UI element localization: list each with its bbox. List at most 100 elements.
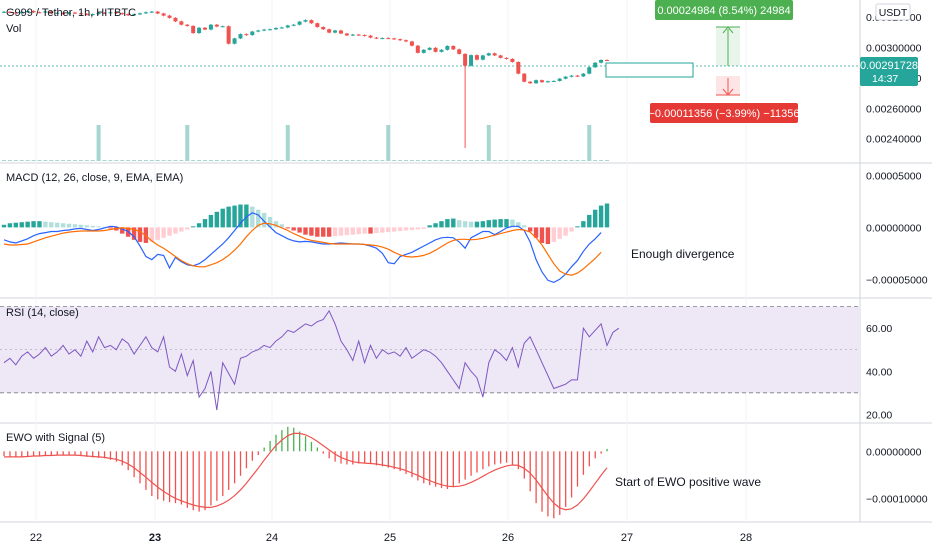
candle bbox=[297, 20, 302, 26]
last-price-value: 0.00291728 bbox=[860, 60, 918, 72]
target-arrow-icon bbox=[722, 26, 734, 34]
ewo-bar bbox=[535, 451, 537, 504]
ewo-bar bbox=[263, 447, 265, 452]
time-tick: 22 bbox=[30, 532, 42, 544]
candle bbox=[486, 52, 491, 57]
volume-bar bbox=[226, 160, 231, 161]
volume-bar bbox=[78, 160, 83, 161]
macd-bar bbox=[510, 219, 515, 228]
macd-bar bbox=[196, 223, 202, 228]
volume-bar bbox=[96, 160, 101, 161]
volume-bar bbox=[368, 160, 373, 161]
ewo-pane[interactable]: EWO with Signal (5) Start of EWO positiv… bbox=[3, 426, 761, 519]
ewo-bar bbox=[570, 451, 573, 498]
candle bbox=[439, 49, 444, 53]
ewo-bar bbox=[298, 431, 301, 452]
price-axis[interactable]: 0.003200000.003000000.002800000.00260000… bbox=[866, 12, 928, 505]
candle bbox=[605, 59, 609, 61]
volume-bar bbox=[415, 160, 420, 161]
candle bbox=[250, 30, 255, 36]
ewo-bar bbox=[393, 451, 395, 470]
candle bbox=[273, 27, 278, 30]
ewo-bar bbox=[476, 451, 478, 473]
macd-bar bbox=[155, 227, 160, 240]
macd-bar bbox=[250, 206, 255, 228]
volume-bar bbox=[469, 160, 474, 161]
time-axis[interactable]: 22 23 24 25 26 27 28 bbox=[30, 532, 752, 544]
macd-bar bbox=[279, 224, 285, 228]
candle bbox=[256, 29, 261, 33]
candle bbox=[404, 39, 408, 43]
price-pane[interactable]: 0.00024984 (8.54%) 24984 −0.00011356 (−3… bbox=[0, 0, 860, 161]
volume-bar bbox=[72, 160, 77, 161]
candle bbox=[78, 12, 83, 15]
candle bbox=[262, 28, 267, 32]
candle bbox=[208, 24, 213, 31]
candle bbox=[333, 29, 338, 34]
volume-bar bbox=[303, 160, 308, 161]
volume-bar bbox=[587, 125, 592, 161]
candle bbox=[67, 11, 72, 15]
ewo-bar bbox=[464, 451, 466, 480]
candle bbox=[13, 11, 18, 15]
ewo-bar bbox=[103, 451, 106, 459]
position-entry-box[interactable] bbox=[605, 62, 694, 78]
candle bbox=[539, 79, 544, 83]
candle bbox=[303, 19, 308, 23]
macd-line bbox=[3, 212, 602, 284]
ewo-bar bbox=[121, 451, 123, 466]
ewo-bar bbox=[210, 451, 212, 506]
macd-bar bbox=[291, 227, 296, 231]
volume-bar bbox=[232, 160, 237, 161]
ewo-tick: −0.00010000 bbox=[866, 493, 928, 505]
candle bbox=[321, 26, 326, 30]
macd-bar bbox=[397, 227, 403, 232]
macd-pane[interactable]: MACD (12, 26, close, 9, EMA, EMA) Enough… bbox=[1, 172, 735, 284]
candle bbox=[563, 76, 568, 80]
candle bbox=[344, 32, 349, 37]
candle bbox=[268, 28, 273, 31]
macd-bar bbox=[498, 219, 503, 228]
macd-bar bbox=[539, 227, 545, 243]
ewo-tick: 0.00000000 bbox=[866, 446, 922, 458]
volume-bar bbox=[291, 160, 296, 161]
last-price-badge: 0.00291728 14:37 bbox=[860, 57, 918, 86]
volume-bar bbox=[593, 160, 598, 161]
macd-bar bbox=[332, 227, 338, 237]
volume-bar bbox=[137, 160, 142, 161]
volume-bar bbox=[380, 160, 385, 161]
ewo-bar bbox=[275, 434, 277, 452]
macd-tick: −0.00005000 bbox=[866, 274, 928, 286]
time-tick: 27 bbox=[621, 532, 633, 544]
rsi-tick: 40.00 bbox=[866, 366, 892, 378]
macd-bar bbox=[78, 224, 84, 228]
currency-badge[interactable]: USDT bbox=[875, 3, 911, 21]
candle bbox=[120, 12, 125, 15]
candle bbox=[427, 47, 432, 51]
volume-bar bbox=[108, 160, 113, 161]
ewo-bar bbox=[228, 451, 230, 490]
time-tick: 26 bbox=[502, 532, 514, 544]
macd-bar bbox=[96, 226, 101, 228]
ewo-bar bbox=[517, 451, 520, 470]
macd-bar bbox=[90, 225, 95, 228]
macd-bar bbox=[587, 214, 592, 228]
macd-bar bbox=[522, 225, 527, 228]
macd-bar bbox=[238, 204, 243, 228]
volume-bar bbox=[498, 160, 503, 161]
volume-bar bbox=[220, 160, 225, 161]
ewo-bar bbox=[97, 451, 100, 458]
volume-bar bbox=[238, 160, 243, 161]
candle bbox=[474, 54, 479, 61]
position-tool[interactable]: 0.00024984 (8.54%) 24984 −0.00011356 (−3… bbox=[605, 0, 799, 123]
candle bbox=[214, 24, 219, 28]
price-tick: 0.00260000 bbox=[866, 103, 922, 115]
volume-bar bbox=[132, 160, 137, 161]
rsi-pane[interactable]: RSI (14, close) bbox=[0, 306, 860, 411]
volume-bar bbox=[528, 160, 533, 161]
volume-bar bbox=[315, 160, 320, 161]
ewo-bar bbox=[411, 451, 413, 478]
ewo-bar bbox=[369, 451, 372, 465]
volume-bar bbox=[599, 160, 604, 161]
